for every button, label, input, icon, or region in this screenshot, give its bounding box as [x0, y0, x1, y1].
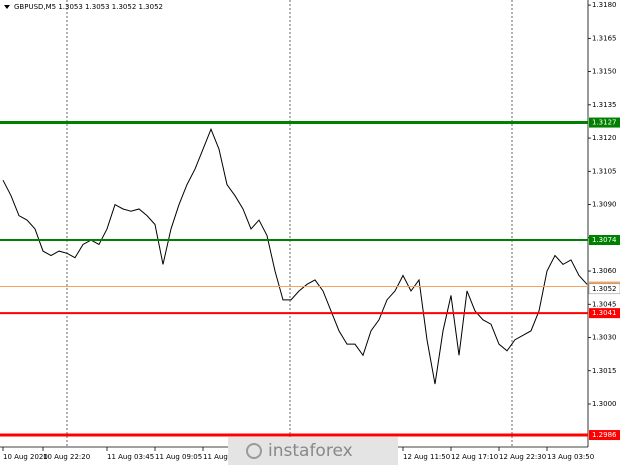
x-tick-label: 13 Aug 03:50 — [547, 453, 594, 461]
y-tick-label: 1.3000 — [592, 400, 617, 408]
y-tick-label: 1.3030 — [592, 334, 617, 342]
x-tick-label: 12 Aug 11:50 — [403, 453, 450, 461]
level-tag — [589, 117, 620, 128]
y-tick-label: 1.3105 — [592, 167, 617, 175]
watermark: instaforex — [228, 437, 398, 465]
watermark-bg — [228, 437, 398, 465]
price-line — [2, 127, 588, 385]
y-tick-label: 1.3090 — [592, 201, 617, 209]
x-tick-label: 12 Aug 17:10 — [451, 453, 498, 461]
price-tag — [588, 283, 620, 295]
watermark-text: instaforex — [268, 441, 353, 461]
y-tick-label: 1.3015 — [592, 367, 617, 375]
level-label: 1.3074 — [592, 236, 617, 244]
x-tick-label: 12 Aug 22:30 — [499, 453, 546, 461]
y-tick-label: 1.3180 — [592, 1, 617, 9]
level-label: 1.2986 — [592, 431, 617, 439]
y-tick-label: 1.3150 — [592, 68, 617, 76]
level-tag — [589, 308, 620, 319]
level-label: 1.3127 — [592, 119, 617, 127]
chart-title: GBPUSD,M5 1.3053 1.3053 1.3052 1.3052 — [14, 3, 163, 11]
level-label: 1.3041 — [592, 309, 617, 317]
y-tick-label: 1.3060 — [592, 267, 617, 275]
level-tag — [589, 235, 620, 246]
watermark-logo — [246, 443, 262, 459]
x-tick-label: 10 Aug 22:20 — [43, 453, 90, 461]
last-price: 1.3052 — [592, 285, 617, 293]
menu-icon[interactable] — [4, 5, 10, 9]
x-tick-label: 11 Aug — [203, 453, 228, 461]
x-tick-label: 11 Aug 03:45 — [107, 453, 154, 461]
y-tick-label: 1.3165 — [592, 34, 617, 42]
level-tag — [589, 430, 620, 441]
y-tick-label: 1.3135 — [592, 101, 617, 109]
x-tick-label: 10 Aug 2020 — [3, 453, 48, 461]
day-separators — [66, 0, 513, 447]
y-tick-label: 1.3120 — [592, 134, 617, 142]
y-tick-label: 1.3045 — [592, 300, 617, 308]
x-tick-label: 11 Aug 09:05 — [155, 453, 202, 461]
